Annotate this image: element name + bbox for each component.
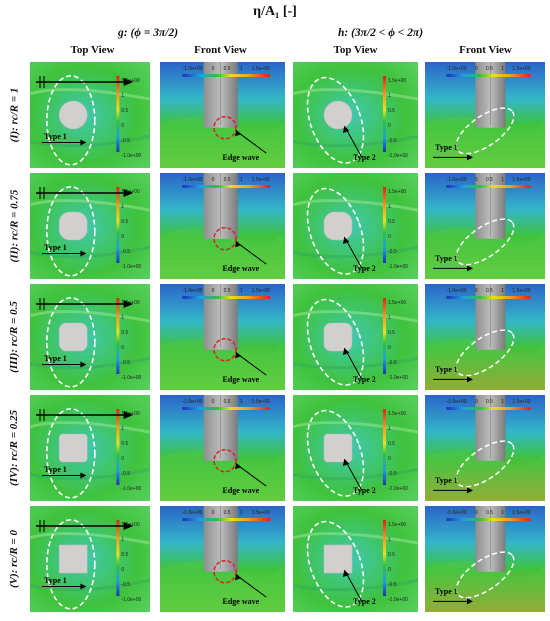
- colorbar-ticks: 1.5e+00 1 0.5 0 -0.5 -1.0e+00: [121, 522, 142, 603]
- row-label-1: (I): rc/R = 1: [2, 62, 26, 168]
- front-view-panel-g-row3: -1.0e+00 0 0.5 1 1.5e+00 Edge wave: [160, 284, 285, 390]
- type-1-label: Type 1: [435, 475, 458, 485]
- front-view-panel-g-row1: -1.0e+00 0 0.5 1 1.5e+00 Edge wave: [160, 62, 285, 168]
- front-view-panel-h-row5: -1.0e+00 0 0.5 1 1.5e+00 Type 1: [425, 506, 545, 612]
- group-label-h: h: (3π/2 < ϕ < 2π): [338, 27, 424, 39]
- type-1-label: Type 1: [44, 131, 67, 141]
- type-1-label: Type 1: [44, 242, 67, 252]
- colorbar-ticks: -1.0e+00 0 0.5 1 1.5e+00: [182, 66, 271, 72]
- row-label-2: (II): rc/R = 0.75: [2, 173, 26, 279]
- colorbar-ticks: -1.0e+00 0 0.5 1 1.5e+00: [446, 177, 531, 183]
- front-view-panel-h-row3: -1.0e+00 0 0.5 1 1.5e+00 Type 1: [425, 284, 545, 390]
- row-label-3: (III): rc/R = 0.5: [2, 284, 26, 390]
- type-1-label: Type 1: [435, 586, 458, 596]
- colorbar-ticks: 1.5e+00 1 0.5 0 -0.5 -1.0e+00: [121, 78, 142, 159]
- colorbar-ticks: -1.0e+00 0 0.5 1 1.5e+00: [182, 399, 271, 405]
- type-2-label: Type 2: [353, 597, 376, 607]
- type-2-label: Type 2: [353, 486, 376, 496]
- colorbar-ticks: -1.0e+00 0 0.5 1 1.5e+00: [182, 288, 271, 294]
- row-label-4: (IV): rc/R = 0.25: [2, 395, 26, 501]
- colorbar-ticks: -1.0e+00 0 0.5 1 1.5e+00: [182, 177, 271, 183]
- group-label-g: g: (ϕ = 3π/2): [118, 27, 179, 39]
- front-view-panel-g-row5: -1.0e+00 0 0.5 1 1.5e+00 Edge wave: [160, 506, 285, 612]
- top-view-panel-g-row4: 1.5e+00 1 0.5 0 -0.5 -1.0e+00 Type 1: [30, 395, 150, 501]
- top-view-panel-h-row3: 1.5e+00 1 0.5 0 -0.5 -1.0e+00 Type 2: [293, 284, 418, 390]
- colorbar-ticks: -1.0e+00 0 0.5 1 1.5e+00: [446, 66, 531, 72]
- type-1-label: Type 1: [44, 575, 67, 585]
- colorbar-ticks: 1.5e+00 1 0.5 0 -0.5 -1.0e+00: [121, 411, 142, 492]
- edge-wave-label: Edge wave: [222, 153, 260, 163]
- front-view-panel-g-row4: -1.0e+00 0 0.5 1 1.5e+00 Edge wave: [160, 395, 285, 501]
- row-label-text: (IV): rc/R = 0.25: [8, 410, 20, 486]
- top-view-panel-g-row3: 1.5e+00 1 0.5 0 -0.5 -1.0e+00 Type 1: [30, 284, 150, 390]
- colorbar-ticks: -1.0e+00 0 0.5 1 1.5e+00: [446, 510, 531, 516]
- type-1-label: Type 1: [435, 253, 458, 263]
- type-1-label: Type 1: [44, 353, 67, 363]
- row-label-text: (I): rc/R = 1: [8, 87, 21, 143]
- colorbar-ticks: 1.5e+00 1 0.5 0 -0.5 -1.0e+00: [388, 78, 408, 159]
- colorbar-ticks: 1.5e+00 1 0.5 0 -0.5 -1.0e+00: [388, 411, 408, 492]
- row-label-text: (III): rc/R = 0.5: [8, 301, 20, 373]
- colorbar-ticks: -1.0e+00 0 0.5 1 1.5e+00: [446, 399, 531, 405]
- colorbar-ticks: 1.5e+00 1 0.5 0 -0.5 -1.0e+00: [388, 522, 408, 603]
- top-view-panel-g-row2: 1.5e+00 1 0.5 0 -0.5 -1.0e+00 Type 1: [30, 173, 150, 279]
- type-2-label: Type 2: [353, 375, 376, 385]
- top-view-panel-g-row5: 1.5e+00 1 0.5 0 -0.5 -1.0e+00 Type 1: [30, 506, 150, 612]
- type-1-label: Type 1: [44, 464, 67, 474]
- colorbar-ticks: -1.0e+00 0 0.5 1 1.5e+00: [446, 288, 531, 294]
- front-view-panel-g-row2: -1.0e+00 0 0.5 1 1.5e+00 Edge wave: [160, 173, 285, 279]
- edge-wave-label: Edge wave: [222, 486, 260, 496]
- row-label-text: (V): rc/R = 0: [8, 530, 20, 588]
- top-view-panel-g-row1: 1.5e+00 1 0.5 0 -0.5 -1.0e+00 Type 1: [30, 62, 150, 168]
- type-2-label: Type 2: [353, 264, 376, 274]
- edge-wave-label: Edge wave: [222, 375, 260, 385]
- front-view-panel-h-row2: -1.0e+00 0 0.5 1 1.5e+00 Type 1: [425, 173, 545, 279]
- type-1-label: Type 1: [435, 142, 458, 152]
- colorbar-ticks: 1.5e+00 1 0.5 0 -0.5 -1.0e+00: [121, 300, 142, 381]
- colorbar-ticks: -1.0e+00 0 0.5 1 1.5e+00: [182, 510, 271, 516]
- colorbar-ticks: 1.5e+00 1 0.5 0 -0.5 -1.0e+00: [388, 189, 408, 270]
- row-label-5: (V): rc/R = 0: [2, 506, 26, 612]
- row-label-text: (II): rc/R = 0.75: [8, 189, 20, 263]
- top-view-panel-h-row1: 1.5e+00 1 0.5 0 -0.5 -1.0e+00 Type 2: [293, 62, 418, 168]
- top-view-panel-h-row4: 1.5e+00 1 0.5 0 -0.5 -1.0e+00 Type 2: [293, 395, 418, 501]
- type-1-label: Type 1: [435, 364, 458, 374]
- figure-title: η/A₁ [-]: [253, 4, 297, 19]
- colorbar-ticks: 1.5e+00 1 0.5 0 -0.5 -1.0e+00: [388, 300, 408, 381]
- top-view-panel-h-row2: 1.5e+00 1 0.5 0 -0.5 -1.0e+00 Type 2: [293, 173, 418, 279]
- type-2-label: Type 2: [353, 153, 376, 163]
- front-view-panel-h-row4: -1.0e+00 0 0.5 1 1.5e+00 Type 1: [425, 395, 545, 501]
- colorbar-ticks: 1.5e+00 1 0.5 0 -0.5 -1.0e+00: [121, 189, 142, 270]
- top-view-panel-h-row5: 1.5e+00 1 0.5 0 -0.5 -1.0e+00 Type 2: [293, 506, 418, 612]
- front-view-panel-h-row1: -1.0e+00 0 0.5 1 1.5e+00 Type 1: [425, 62, 545, 168]
- column-header-top-view-g: Top View: [70, 44, 115, 56]
- edge-wave-label: Edge wave: [222, 597, 260, 607]
- column-header-front-view-h: Front View: [459, 44, 512, 56]
- edge-wave-label: Edge wave: [222, 264, 260, 274]
- column-header-top-view-h: Top View: [333, 44, 378, 56]
- column-header-front-view-g: Front View: [194, 44, 247, 56]
